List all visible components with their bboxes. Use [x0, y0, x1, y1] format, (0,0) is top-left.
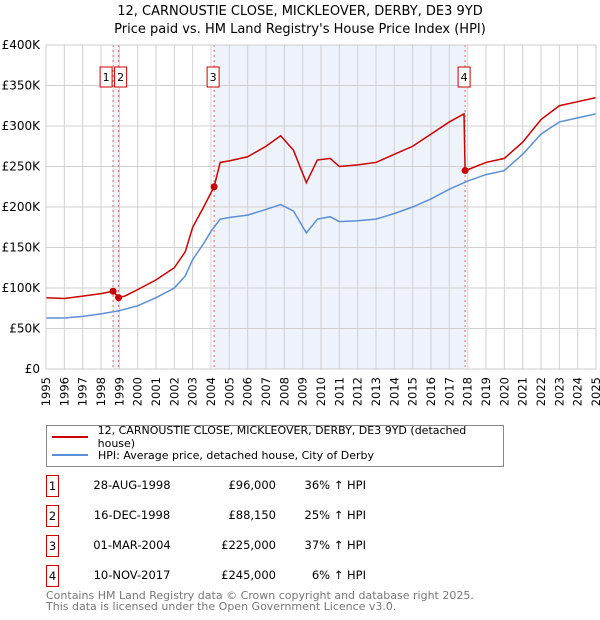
sale-hpi-diff: 37% ↑ HPI: [304, 538, 366, 552]
y-tick-label: £150K: [2, 241, 42, 255]
sale-price: £245,000: [221, 568, 276, 582]
sale-point: [115, 294, 123, 302]
chart-subtitle: Price paid vs. HM Land Registry's House …: [114, 22, 486, 37]
x-tick-label: 2005: [222, 377, 236, 406]
sale-marker-box: 2: [46, 505, 59, 527]
x-tick-label: 2016: [424, 377, 438, 406]
x-tick-label: 2022: [534, 377, 548, 406]
series-line: [46, 113, 597, 319]
x-tick-label: 2002: [167, 377, 181, 406]
sale-hpi-diff: 25% ↑ HPI: [304, 508, 366, 522]
sale-date: 01-MAR-2004: [93, 538, 171, 552]
sale-hpi-diff: 6% ↑ HPI: [311, 568, 366, 582]
legend-item-property: 12, CARNOUSTIE CLOSE, MICKLEOVER, DERBY,…: [52, 424, 503, 450]
x-tick-label: 2010: [314, 377, 328, 406]
sale-label-box: [114, 66, 128, 88]
sale-label-box: [99, 66, 113, 88]
sale-label: 2: [117, 71, 124, 84]
legend-item-hpi: HPI: Average price, detached house, City…: [52, 447, 374, 463]
sale-date: 28-AUG-1998: [93, 478, 171, 492]
y-tick-label: £350K: [2, 79, 42, 93]
sale-date: 16-DEC-1998: [93, 508, 171, 522]
y-tick-label: £250K: [2, 160, 42, 174]
sale-date: 10-NOV-2017: [93, 568, 171, 582]
x-tick-label: 2009: [296, 377, 310, 406]
footer: Contains HM Land Registry data © Crown c…: [46, 590, 474, 612]
sale-marker-box: 1: [46, 475, 59, 497]
legend-swatch-red: [52, 436, 88, 438]
series-line: [45, 96, 597, 300]
sale-label: 1: [103, 71, 110, 84]
legend: 12, CARNOUSTIE CLOSE, MICKLEOVER, DERBY,…: [46, 424, 504, 467]
sale-label: 3: [210, 71, 217, 84]
sale-marker-box: 4: [46, 565, 59, 587]
x-tick-label: 2021: [516, 377, 530, 406]
sale-label-box: [206, 66, 220, 88]
y-tick-label: £0: [25, 362, 40, 376]
sale-label: 4: [461, 71, 468, 84]
sale-hpi-diff: 36% ↑ HPI: [304, 478, 366, 492]
x-tick-label: 2000: [131, 377, 145, 406]
legend-label: HPI: Average price, detached house, City…: [98, 448, 375, 462]
x-tick-label: 1999: [112, 377, 126, 406]
x-tick-label: 2011: [332, 377, 346, 406]
x-tick-label: 2018: [461, 377, 475, 406]
y-tick-label: £50K: [9, 322, 41, 336]
x-tick-label: 1995: [39, 377, 53, 406]
y-tick-label: £100K: [2, 281, 42, 295]
sale-label-box: [457, 66, 471, 88]
y-tick-label: £400K: [2, 38, 42, 52]
sale-price: £225,000: [221, 538, 276, 552]
x-tick-label: 2020: [497, 377, 511, 406]
price-chart: 1995 1996 1997 1998 1999 2000 2001 2002 2003 2004…: [2, 38, 600, 406]
x-tick-label: 2025: [589, 377, 600, 406]
x-tick-label: 2003: [186, 377, 200, 406]
sale-marker-box: 3: [46, 535, 59, 557]
sale-price: £88,150: [228, 508, 276, 522]
x-tick-label: 1998: [94, 377, 108, 406]
sale-point: [461, 167, 469, 175]
sale-point: [109, 287, 117, 295]
legend-swatch-blue: [52, 454, 88, 456]
sale-point: [210, 183, 218, 191]
x-tick-label: 2014: [387, 377, 401, 406]
footer-line2: This data is licensed under the Open Gov…: [46, 600, 397, 613]
y-tick-label: £300K: [2, 119, 42, 133]
x-tick-label: 1996: [57, 377, 71, 406]
plot-border: [45, 44, 597, 370]
x-tick-label: 2007: [259, 377, 273, 406]
x-tick-label: 1997: [76, 377, 90, 406]
x-tick-label: 2012: [351, 377, 365, 406]
x-tick-label: 2004: [204, 377, 218, 406]
x-tick-label: 2015: [406, 377, 420, 406]
x-tick-label: 2017: [442, 377, 456, 406]
y-tick-label: £200K: [2, 200, 42, 214]
x-tick-label: 2008: [277, 377, 291, 406]
x-tick-label: 2024: [571, 377, 585, 406]
x-tick-label: 2023: [552, 377, 566, 406]
x-tick-label: 2001: [149, 377, 163, 406]
x-tick-label: 2013: [369, 377, 383, 406]
x-tick-label: 2006: [241, 377, 255, 406]
chart-title: 12, CARNOUSTIE CLOSE, MICKLEOVER, DERBY,…: [117, 4, 483, 19]
sale-price: £96,000: [228, 478, 276, 492]
footer-line1: Contains HM Land Registry data © Crown c…: [46, 589, 474, 602]
x-tick-label: 2019: [479, 377, 493, 406]
legend-label: 12, CARNOUSTIE CLOSE, MICKLEOVER, DERBY,…: [97, 424, 467, 450]
